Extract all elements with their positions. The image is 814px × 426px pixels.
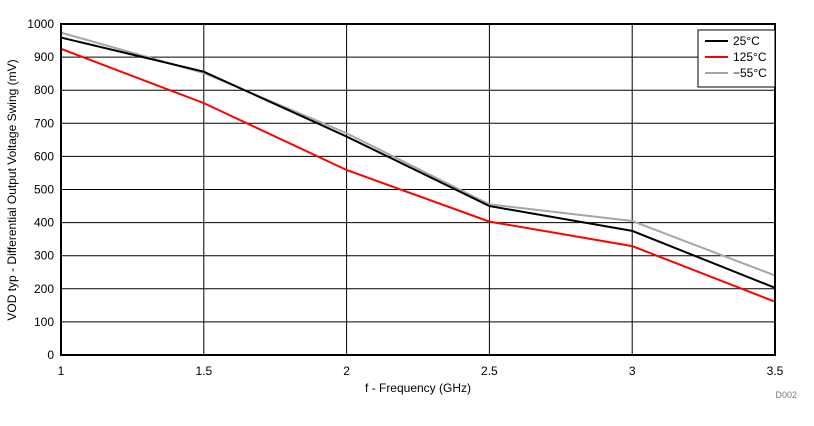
x-tick-label: 1.5 xyxy=(195,364,212,378)
y-tick-label: 1000 xyxy=(27,17,54,31)
series-lines xyxy=(61,33,775,302)
grid xyxy=(61,24,775,355)
x-axis-label: f - Frequency (GHz) xyxy=(365,381,471,395)
legend-label: 25°C xyxy=(733,34,760,48)
y-tick-label: 500 xyxy=(34,183,54,197)
y-tick-label: 200 xyxy=(34,282,54,296)
legend: 25°C 125°C −55°C xyxy=(698,30,775,87)
legend-label: −55°C xyxy=(733,66,767,80)
y-tick-label: 800 xyxy=(34,83,54,97)
x-tick-label: 3.5 xyxy=(767,364,784,378)
x-tick-label: 2.5 xyxy=(481,364,498,378)
y-tick-label: 400 xyxy=(34,216,54,230)
series-line-2 xyxy=(61,33,775,276)
series-line-0 xyxy=(61,38,775,288)
legend-label: 125°C xyxy=(733,50,767,64)
y-axis-label: VOD typ - Differential Output Voltage Sw… xyxy=(5,59,19,320)
y-tick-labels: 0 100 200 300 400 500 600 700 800 900 1000 xyxy=(27,17,54,362)
series-line-1 xyxy=(61,49,775,302)
figure-id: D002 xyxy=(775,390,797,400)
y-tick-label: 0 xyxy=(47,348,54,362)
x-tick-label: 2 xyxy=(343,364,350,378)
y-tick-label: 300 xyxy=(34,249,54,263)
x-tick-labels: 1 1.5 2 2.5 3 3.5 xyxy=(58,364,784,378)
y-tick-label: 700 xyxy=(34,116,54,130)
x-tick-label: 1 xyxy=(58,364,65,378)
y-tick-label: 600 xyxy=(34,149,54,163)
x-tick-label: 3 xyxy=(629,364,636,378)
y-tick-label: 100 xyxy=(34,315,54,329)
y-tick-label: 900 xyxy=(34,50,54,64)
